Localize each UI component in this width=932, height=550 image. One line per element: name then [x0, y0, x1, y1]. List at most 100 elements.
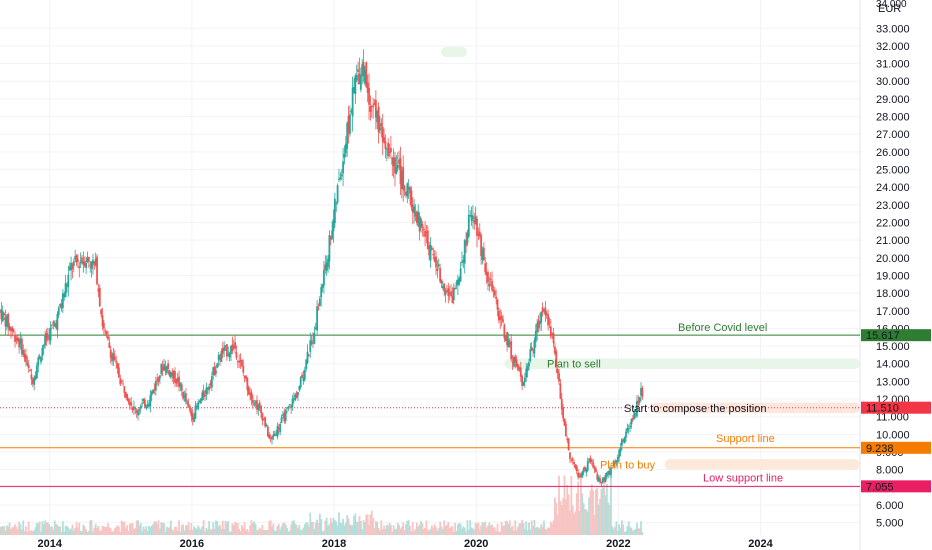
volume-bar	[264, 530, 267, 535]
candle-body	[536, 323, 539, 333]
candle-body	[513, 356, 515, 367]
candle-body	[544, 307, 547, 316]
candle-body	[626, 427, 629, 432]
candle-body	[120, 381, 123, 383]
volume-bar	[92, 531, 94, 535]
time-axis[interactable]: 2014 2016 2018 2020 2022 2024	[38, 538, 774, 550]
candle-body	[273, 433, 276, 436]
volume-bar	[424, 527, 426, 535]
volume-bar	[165, 526, 168, 535]
candle-body	[358, 73, 361, 85]
label-support-line: Support line	[716, 433, 775, 445]
volume-bar	[431, 525, 433, 535]
volume-bar	[605, 484, 608, 535]
top-tick-partial: 34.000	[876, 0, 907, 10]
y-tick-label: 10.000	[876, 429, 910, 441]
volume-bar	[260, 529, 262, 535]
volume-bar	[247, 531, 250, 535]
x-tick-label: 2014	[38, 538, 63, 550]
volume-bar	[596, 487, 599, 535]
volume-bar	[230, 531, 232, 535]
candle-body	[603, 477, 606, 481]
candle-body	[365, 62, 368, 88]
volume-bar	[525, 521, 528, 535]
candle-body	[256, 400, 258, 410]
zones	[441, 47, 860, 470]
volume-bar	[37, 523, 40, 535]
volume-bar	[256, 530, 258, 535]
candle-body	[586, 461, 589, 471]
volume-bar	[4, 530, 7, 535]
volume-bar	[497, 531, 500, 535]
candle-body	[338, 178, 340, 180]
candle-body	[359, 75, 362, 90]
volume-bar	[533, 520, 536, 535]
volume-bar	[246, 529, 249, 535]
volume-bar	[310, 521, 313, 535]
level-value-support: 9.238	[866, 443, 894, 455]
candle-body	[190, 410, 193, 417]
volume-bar	[18, 521, 21, 535]
candle-body	[225, 344, 228, 357]
volume-bar	[638, 528, 641, 535]
volume-bar	[387, 526, 390, 535]
volume-bar	[343, 525, 346, 535]
candle-body	[36, 365, 38, 379]
candle-body	[477, 233, 480, 237]
price-axis[interactable]: 5.0006.0007.0008.0009.00010.00011.00012.…	[861, 23, 931, 530]
candle-body	[97, 288, 100, 292]
volume-bar	[44, 520, 47, 535]
volume-bar	[399, 528, 402, 535]
candle-body	[519, 367, 522, 377]
candle-body	[357, 69, 360, 72]
candle-body	[466, 232, 469, 244]
candle-body	[241, 360, 243, 367]
volume-bar	[216, 520, 219, 535]
volume-bar	[484, 521, 487, 535]
candle-body	[320, 287, 323, 298]
volume-bar	[622, 524, 625, 535]
candle-body	[506, 331, 508, 346]
level-value-before-covid: 15.617	[866, 330, 900, 342]
candle-body	[615, 460, 618, 463]
candle-body	[395, 167, 398, 175]
volume-bar	[83, 526, 86, 535]
candle-body	[625, 431, 627, 438]
candle-body	[314, 327, 317, 330]
volume-bar	[186, 525, 189, 535]
candle-body	[551, 333, 554, 335]
candle-body	[566, 438, 569, 440]
candle-body	[159, 375, 161, 379]
volume-bar	[543, 520, 545, 535]
candle-body	[329, 236, 332, 240]
candle-body	[541, 307, 544, 312]
candle-body	[340, 174, 343, 177]
candle-body	[627, 428, 630, 430]
volume-bar	[243, 522, 246, 535]
volume-bar	[629, 526, 632, 535]
volume-bar	[538, 528, 541, 535]
candle-body	[171, 372, 174, 376]
volume-bar	[579, 472, 582, 535]
volume-bar	[510, 527, 513, 535]
candle-body	[182, 392, 185, 399]
candle-body	[429, 244, 432, 261]
candle-body	[605, 472, 608, 477]
candle-body	[4, 317, 7, 327]
candle-body	[380, 123, 383, 127]
candle-body	[522, 381, 525, 386]
candle-body	[38, 356, 41, 359]
candle-body	[478, 231, 481, 237]
volume-bar	[610, 474, 612, 535]
volume-bar	[78, 522, 81, 535]
volume-bar	[279, 529, 282, 535]
volume-bar	[194, 528, 197, 535]
volume-bar	[350, 525, 353, 535]
volume-bar	[197, 525, 200, 535]
volume-bar	[85, 529, 88, 535]
volume-bar	[521, 520, 524, 535]
candle-body	[176, 378, 179, 382]
volume-bar	[258, 527, 261, 535]
volume-bar	[101, 525, 104, 535]
